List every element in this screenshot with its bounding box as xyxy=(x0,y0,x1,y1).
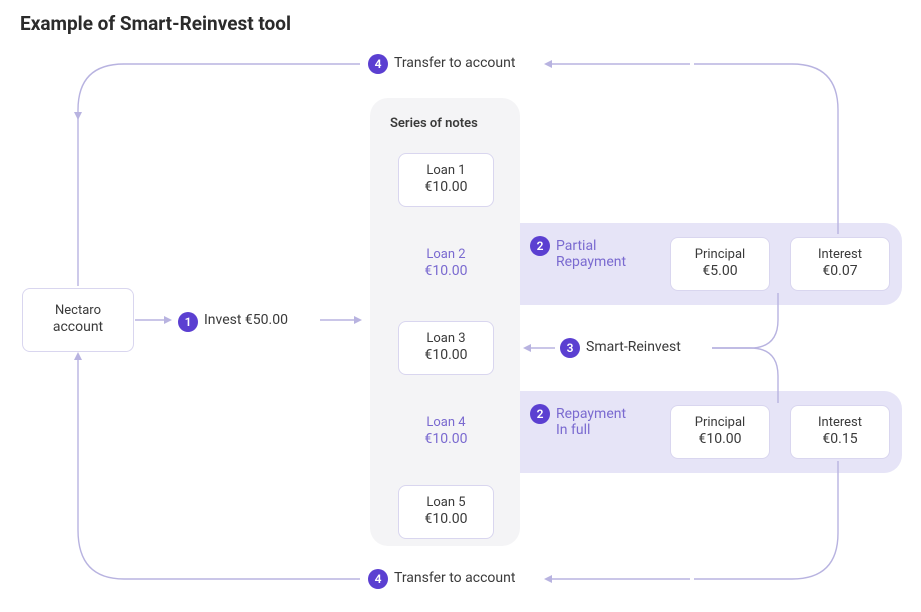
step-label-transfer-bottom: Transfer to account xyxy=(394,570,515,586)
step-badge-4-bottom: 4 xyxy=(368,569,388,589)
loan-box-2: Loan 2 €10.00 xyxy=(398,237,494,291)
loan-box-4: Loan 4 €10.00 xyxy=(398,405,494,459)
loan-amount: €10.00 xyxy=(424,347,467,365)
full-l1: Repayment xyxy=(556,406,626,422)
full-interest-box: Interest €0.15 xyxy=(790,405,890,459)
full-l2: In full xyxy=(556,422,590,438)
full-principal-box: Principal €10.00 xyxy=(670,405,770,459)
principal-label: Principal xyxy=(695,415,745,431)
loan-amount: €10.00 xyxy=(424,179,467,197)
principal-label: Principal xyxy=(695,247,745,263)
loan-name: Loan 2 xyxy=(426,247,465,263)
loan-amount: €10.00 xyxy=(424,431,467,449)
step-label-reinvest: Smart-Reinvest xyxy=(586,339,681,355)
loan-amount: €10.00 xyxy=(424,511,467,529)
loan-name: Loan 5 xyxy=(426,495,465,511)
notes-header: Series of notes xyxy=(390,116,478,131)
interest-value: €0.15 xyxy=(822,431,857,449)
step-badge-4-top: 4 xyxy=(368,54,388,74)
step-badge-1: 1 xyxy=(178,312,198,332)
partial-l2: Repayment xyxy=(556,254,626,270)
account-line1: Nectaro xyxy=(55,303,101,319)
principal-value: €10.00 xyxy=(698,431,741,449)
account-line2: account xyxy=(53,319,103,337)
interest-label: Interest xyxy=(818,247,862,263)
step-label-invest: Invest €50.00 xyxy=(204,312,288,328)
partial-l1: Partial xyxy=(556,238,596,254)
step-badge-3: 3 xyxy=(560,338,580,358)
step-badge-2-partial: 2 xyxy=(530,236,550,256)
step-label-partial: Partial Repayment xyxy=(556,238,626,270)
diagram-stage: Nectaro account Series of notes Loan 1 €… xyxy=(0,0,921,612)
partial-principal-box: Principal €5.00 xyxy=(670,237,770,291)
partial-interest-box: Interest €0.07 xyxy=(790,237,890,291)
loan-name: Loan 1 xyxy=(426,163,465,179)
step-label-transfer-top: Transfer to account xyxy=(394,55,515,71)
loan-amount: €10.00 xyxy=(424,263,467,281)
nectaro-account-box: Nectaro account xyxy=(22,288,134,352)
loan-box-3: Loan 3 €10.00 xyxy=(398,321,494,375)
loan-name: Loan 4 xyxy=(426,415,465,431)
loan-box-5: Loan 5 €10.00 xyxy=(398,485,494,539)
principal-value: €5.00 xyxy=(702,263,737,281)
step-label-full: Repayment In full xyxy=(556,406,626,438)
loan-name: Loan 3 xyxy=(426,331,465,347)
interest-value: €0.07 xyxy=(822,263,857,281)
step-badge-2-full: 2 xyxy=(530,404,550,424)
loan-box-1: Loan 1 €10.00 xyxy=(398,153,494,207)
interest-label: Interest xyxy=(818,415,862,431)
